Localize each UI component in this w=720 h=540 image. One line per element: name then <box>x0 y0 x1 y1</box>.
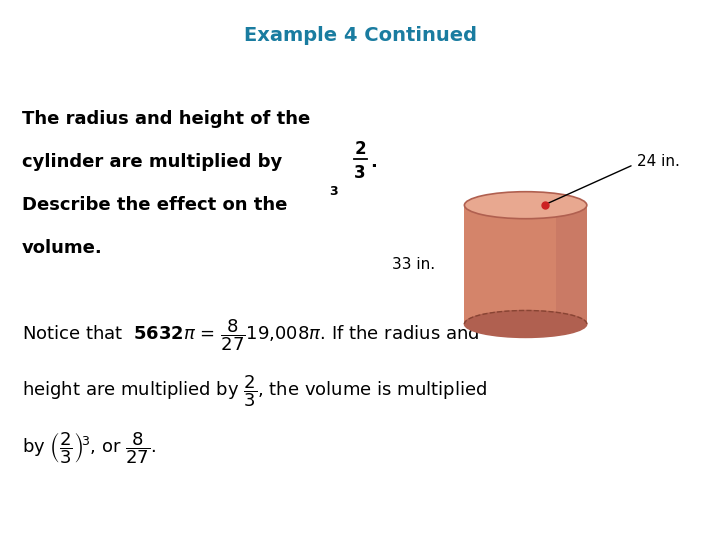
Text: .: . <box>370 153 377 171</box>
Text: Describe the effect on the: Describe the effect on the <box>22 196 287 214</box>
Text: cylinder are multiplied by: cylinder are multiplied by <box>22 153 282 171</box>
Text: The radius and height of the: The radius and height of the <box>22 110 310 128</box>
FancyBboxPatch shape <box>464 205 587 324</box>
Text: 3: 3 <box>329 185 338 198</box>
Text: Example 4 Continued: Example 4 Continued <box>243 25 477 45</box>
Text: Notice that  $\mathbf{5632}\pi$ = $\dfrac{8}{27}$19,008$\pi$. If the radius and: Notice that $\mathbf{5632}\pi$ = $\dfrac… <box>22 317 479 353</box>
Text: height are multiplied by $\dfrac{2}{3}$, the volume is multiplied: height are multiplied by $\dfrac{2}{3}$,… <box>22 374 487 409</box>
Text: volume.: volume. <box>22 239 102 258</box>
Text: by $\left(\dfrac{2}{3}\right)^{\!3}$, or $\dfrac{8}{27}$.: by $\left(\dfrac{2}{3}\right)^{\!3}$, or… <box>22 430 156 466</box>
Text: 2: 2 <box>354 139 366 158</box>
Polygon shape <box>556 205 587 324</box>
Text: 24 in.: 24 in. <box>637 154 680 170</box>
Ellipse shape <box>464 310 587 338</box>
Text: 33 in.: 33 in. <box>392 257 436 272</box>
Ellipse shape <box>464 192 587 219</box>
Text: 3: 3 <box>354 164 366 182</box>
